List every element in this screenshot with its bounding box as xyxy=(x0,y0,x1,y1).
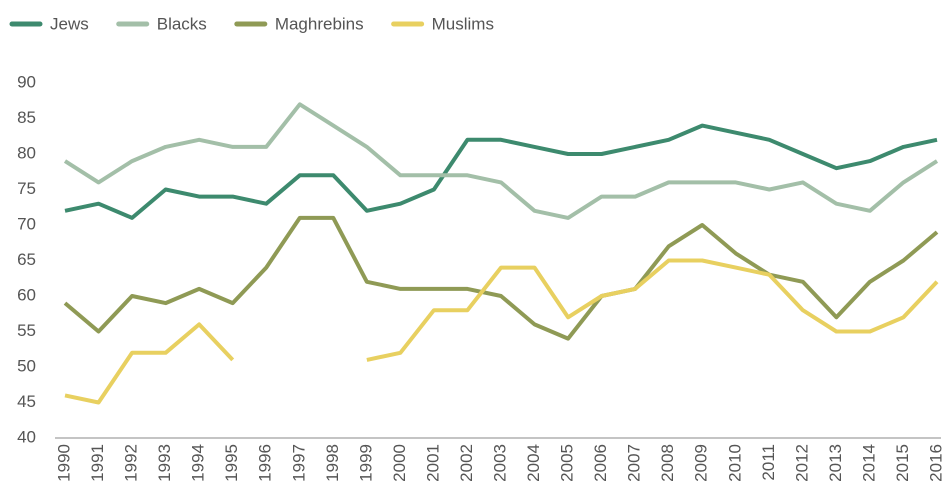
x-tick-label: 2001 xyxy=(423,444,442,482)
y-tick-label: 65 xyxy=(17,250,36,269)
x-tick-label: 1996 xyxy=(256,444,275,482)
x-tick-label: 1999 xyxy=(356,444,375,482)
x-tick-label: 2016 xyxy=(926,444,942,482)
x-tick-label: 2002 xyxy=(457,444,476,482)
x-tick-label: 2005 xyxy=(558,444,577,482)
series-line xyxy=(63,215,939,341)
series-line xyxy=(63,102,939,220)
y-tick-label: 85 xyxy=(17,108,36,127)
x-tick-label: 2014 xyxy=(859,444,878,482)
x-tick-label: 2004 xyxy=(524,444,543,482)
legend-label: Blacks xyxy=(157,14,207,33)
x-tick-label: 1994 xyxy=(189,444,208,482)
y-tick-label: 55 xyxy=(17,321,36,340)
x-tick-label: 2010 xyxy=(725,444,744,482)
x-tick-label: 1998 xyxy=(323,444,342,482)
x-tick-label: 1993 xyxy=(155,444,174,482)
x-tick-label: 2015 xyxy=(893,444,912,482)
y-tick-label: 70 xyxy=(17,214,36,233)
legend-label: Jews xyxy=(50,14,89,33)
x-tick-label: 2011 xyxy=(759,444,778,481)
x-tick-label: 2003 xyxy=(490,444,509,482)
x-tick-label: 2006 xyxy=(591,444,610,482)
y-tick-label: 60 xyxy=(17,285,36,304)
x-tick-label: 2007 xyxy=(625,444,644,482)
x-tick-label: 1990 xyxy=(54,444,73,482)
x-tick-label: 1991 xyxy=(88,444,107,482)
series-line xyxy=(64,258,939,405)
y-tick-label: 75 xyxy=(17,179,36,198)
legend-label: Maghrebins xyxy=(275,14,364,33)
series-line xyxy=(64,123,938,220)
x-tick-label: 1997 xyxy=(289,444,308,482)
x-tick-label: 2012 xyxy=(792,444,811,482)
x-tick-label: 2009 xyxy=(692,444,711,482)
x-tick-label: 2008 xyxy=(658,444,677,482)
y-tick-label: 50 xyxy=(17,356,36,375)
x-tick-label: 1992 xyxy=(122,444,141,482)
x-tick-label: 2013 xyxy=(826,444,845,482)
x-tick-label: 2000 xyxy=(390,444,409,482)
legend-label: Muslims xyxy=(432,14,494,33)
y-tick-label: 90 xyxy=(17,72,36,91)
y-tick-label: 80 xyxy=(17,143,36,162)
y-tick-label: 45 xyxy=(17,392,36,411)
x-tick-label: 1995 xyxy=(222,444,241,482)
y-tick-label: 40 xyxy=(17,427,36,446)
